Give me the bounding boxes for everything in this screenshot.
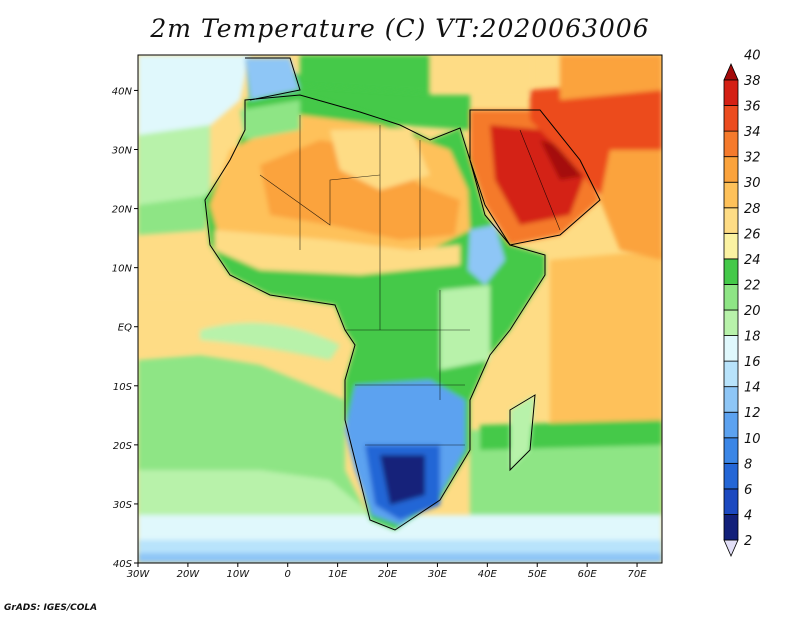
colorbar-swatch <box>723 514 739 541</box>
colorbar-swatch <box>723 181 739 209</box>
colorbar-swatch <box>723 156 739 183</box>
tropical-atlantic <box>138 195 210 235</box>
temperature-field <box>138 55 662 563</box>
colorbar-label: 16 <box>744 355 761 370</box>
pakistan-india <box>600 150 662 260</box>
north-atlantic-ocean <box>138 55 250 140</box>
x-axis: 30W 20W 10W 0 10E 20E 30E 40E 50E 60E 70E <box>127 563 648 580</box>
madagascar-coastline <box>509 394 536 472</box>
colorbar-swatch <box>723 79 739 106</box>
ethiopian-highlands <box>468 225 505 285</box>
colorbar-label: 36 <box>744 100 761 115</box>
x-tick-label: 50E <box>528 569 548 580</box>
x-tick-label: 70E <box>628 569 648 580</box>
colorbar-label: 8 <box>744 457 752 472</box>
colorbar-label: 18 <box>744 330 761 345</box>
colorbar-high-arrow <box>723 63 739 81</box>
colorbar-low-arrow <box>723 539 739 557</box>
colorbar-label: 22 <box>744 278 761 293</box>
y-axis: 40N 30N 20N 10N EQ 10S 20S 30S 40S <box>112 86 138 570</box>
colorbar-swatch <box>723 437 739 464</box>
highveld-frost <box>380 455 425 505</box>
colorbar-label: 28 <box>744 202 761 217</box>
colorbar-swatch <box>723 386 739 413</box>
y-tick-label: 30S <box>113 500 133 511</box>
y-tick-label: 30N <box>112 146 133 157</box>
colorbar-label: 10 <box>744 432 761 447</box>
colorbar-label: 20 <box>744 304 761 319</box>
x-tick-label: 20E <box>378 569 398 580</box>
x-tick-label: 10W <box>226 569 250 580</box>
iberia <box>245 58 300 100</box>
colorbar-swatch <box>723 258 739 285</box>
grads-credit: GrADS: IGES/COLA <box>4 603 98 613</box>
colorbar-swatch <box>723 411 739 439</box>
colorbar-label: 24 <box>744 253 761 268</box>
x-tick-label: 40E <box>478 569 498 580</box>
africa-coastline <box>204 94 546 531</box>
colorbar-label: 40 <box>744 48 761 63</box>
colorbar-swatch <box>723 309 739 336</box>
x-tick-label: 30E <box>428 569 448 580</box>
colorbar-label: 34 <box>744 125 761 140</box>
indian-ocean <box>550 250 662 440</box>
central-asia <box>560 55 662 100</box>
colorbar-swatch <box>723 232 739 260</box>
colorbar-label: 4 <box>744 508 752 523</box>
x-tick-label: 20W <box>177 569 201 580</box>
x-tick-label: 30W <box>127 569 151 580</box>
sahel <box>215 230 460 275</box>
colorbar-swatch <box>723 284 739 311</box>
colorbar-swatch <box>723 462 739 490</box>
x-tick-label: 60E <box>578 569 598 580</box>
colorbar-label: 30 <box>744 176 761 191</box>
colorbar-swatch <box>723 488 739 515</box>
y-tick-label: 10N <box>112 264 133 275</box>
atlas-mountains <box>240 100 300 140</box>
colorbar-swatch <box>723 360 739 388</box>
x-tick-label: 10E <box>328 569 348 580</box>
colorbar-label: 38 <box>744 74 761 89</box>
southern-ocean-edge-2 <box>138 553 662 563</box>
sahara-core <box>260 140 460 240</box>
north-atlantic-warm <box>138 125 210 210</box>
colorbar-swatch <box>723 130 739 158</box>
colorbar-swatch <box>723 105 739 132</box>
colorbar-label: 14 <box>744 381 761 396</box>
x-tick-label: 0 <box>285 569 291 580</box>
plot-frame <box>137 54 663 564</box>
colorbar-label: 2 <box>744 534 752 549</box>
y-tick-label: 40N <box>112 86 133 97</box>
y-tick-label: EQ <box>118 323 132 334</box>
arabia-coastline <box>469 109 601 246</box>
colorbar-label: 32 <box>744 151 761 166</box>
colorbar-label: 12 <box>744 406 761 421</box>
chart-title: 2m Temperature (C) VT:2020063006 <box>150 14 650 43</box>
east-african-highlands <box>440 285 490 370</box>
indian-ocean-mid <box>480 420 662 450</box>
country-borders <box>259 115 561 446</box>
colorbar-swatch <box>723 207 739 234</box>
southern-europe <box>300 55 470 95</box>
colorbar-label: 26 <box>744 227 761 242</box>
y-tick-label: 40S <box>113 559 133 570</box>
anatolia <box>430 55 530 95</box>
equatorial-atlantic-tongue <box>200 322 340 360</box>
colorbar-swatch <box>723 335 739 362</box>
colorbar-label: 6 <box>744 483 752 498</box>
iberia-coastline <box>245 57 301 101</box>
y-tick-label: 20N <box>112 205 133 216</box>
y-tick-label: 10S <box>113 382 133 393</box>
coastlines <box>204 57 601 531</box>
y-tick-label: 20S <box>113 441 133 452</box>
